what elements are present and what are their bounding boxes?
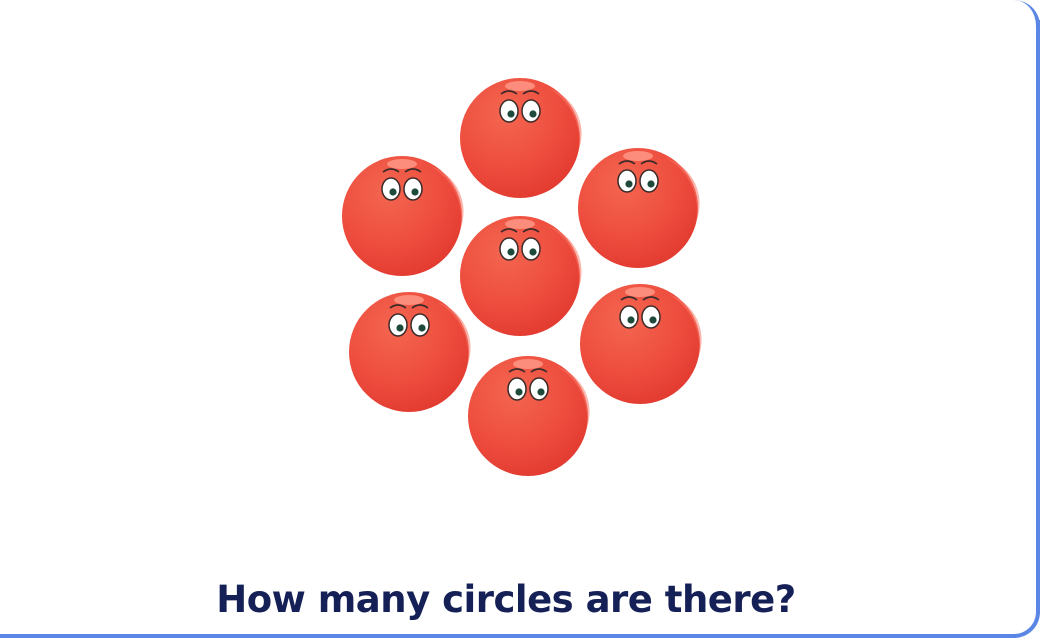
question-text: How many circles are there? [216,578,796,621]
circles-illustration [341,77,703,477]
circle-4 [459,215,583,337]
circle-1 [459,77,583,199]
circle-7 [467,355,591,477]
circle-2 [341,155,465,277]
circle-3 [577,147,701,269]
circle-6 [579,283,703,405]
card-corner [1010,0,1040,30]
circle-5 [348,291,472,413]
